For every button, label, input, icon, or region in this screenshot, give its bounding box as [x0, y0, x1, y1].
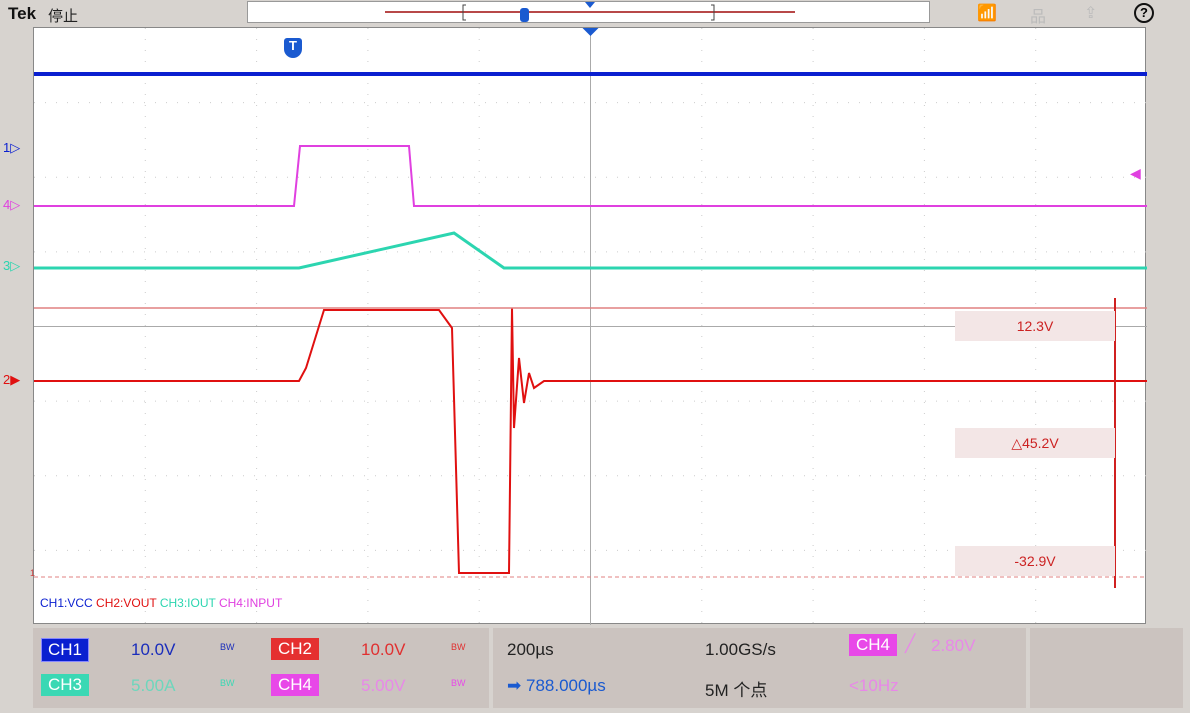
trigger-level-marker[interactable]: ◀ [1130, 165, 1141, 181]
legend-ch3: CH3:IOUT [156, 596, 216, 610]
record-length[interactable]: 5M 个点 [705, 681, 768, 700]
horizontal-position[interactable]: ➡ 788.000µs [507, 676, 606, 696]
sample-rate[interactable]: 1.00GS/s [705, 640, 776, 659]
ch4-bw-icon: BW [451, 678, 466, 688]
export-icon[interactable]: ⇪ [1084, 5, 1098, 22]
ch4-trace [34, 145, 1147, 207]
trigger-source[interactable]: CH4 [849, 634, 897, 656]
vertical-panel: CH1 10.0V BW CH2 10.0V BW CH3 5.00A BW C… [33, 628, 489, 708]
ch1-button[interactable]: CH1 [41, 638, 89, 662]
ch4-marker[interactable]: 4▷ [3, 197, 21, 212]
ch3-trace [34, 231, 1147, 270]
ch1-bw-icon: BW [220, 642, 235, 652]
cursor-b-readout: -32.9V [955, 546, 1115, 576]
legend-ch2: CH2:VOUT [92, 596, 157, 610]
ch2-scale[interactable]: 10.0V [361, 640, 406, 659]
legend-ch4: CH4:INPUT [215, 596, 283, 610]
ch2-trace [34, 307, 1147, 574]
ch3-bw-icon: BW [220, 678, 235, 688]
ch2-button[interactable]: CH2 [271, 638, 319, 660]
ch4-button[interactable]: CH4 [271, 674, 319, 696]
position-arrow-icon: ➡ [507, 676, 522, 695]
ch1-scale[interactable]: 10.0V [131, 640, 176, 659]
ch4-marker-label: 4 [3, 197, 11, 212]
settings-bar: CH1 10.0V BW CH2 10.0V BW CH3 5.00A BW C… [33, 628, 1183, 708]
position-value: 788.000µs [525, 676, 606, 695]
waveform-overview[interactable] [247, 1, 930, 23]
ch2-marker[interactable]: 2▶ [3, 372, 21, 387]
trigger-position-marker[interactable]: T [284, 38, 302, 58]
rising-edge-icon: ╱ [905, 634, 916, 653]
acquisition-state[interactable]: 停止 [48, 8, 79, 25]
ch3-button[interactable]: CH3 [41, 674, 89, 696]
legend-ch1: CH1:VCC [40, 596, 93, 610]
ch1-marker[interactable]: 1▷ [3, 140, 21, 155]
ch4-scale[interactable]: 5.00V [361, 676, 406, 695]
trigger-frequency: <10Hz [849, 676, 899, 695]
horizontal-trigger-panel: 200µs 1.00GS/s ➡ 788.000µs 5M 个点 CH4 ╱ 2… [493, 628, 1026, 708]
waveform-display[interactable]: 12.3V △45.2V -32.9V [33, 27, 1147, 625]
cursor-b-marker[interactable]: 1 [30, 568, 36, 578]
empty-panel [1030, 628, 1183, 708]
tek-logo: Tek [8, 4, 37, 23]
wifi-icon[interactable]: 📶 [977, 5, 997, 22]
trigger-level[interactable]: 2.80V [931, 636, 976, 655]
ch3-scale[interactable]: 5.00A [131, 676, 176, 695]
help-icon[interactable]: ? [1134, 3, 1154, 23]
ch1-marker-label: 1 [3, 140, 11, 155]
ch2-marker-label: 2 [3, 372, 11, 387]
trigger-time-marker [582, 28, 599, 36]
ch2-bw-icon: BW [451, 642, 466, 652]
ch3-marker[interactable]: 3▷ [3, 258, 21, 273]
cursor-delta-readout: △45.2V [955, 428, 1115, 458]
cursor-a-readout: 12.3V [955, 311, 1115, 341]
time-per-div[interactable]: 200µs [507, 640, 554, 659]
network-icon[interactable]: 品 [1030, 9, 1047, 26]
channel-legend: CH1:VCC CH2:VOUT CH3:IOUT CH4:INPUT [40, 596, 282, 610]
ch3-marker-label: 3 [3, 258, 11, 273]
